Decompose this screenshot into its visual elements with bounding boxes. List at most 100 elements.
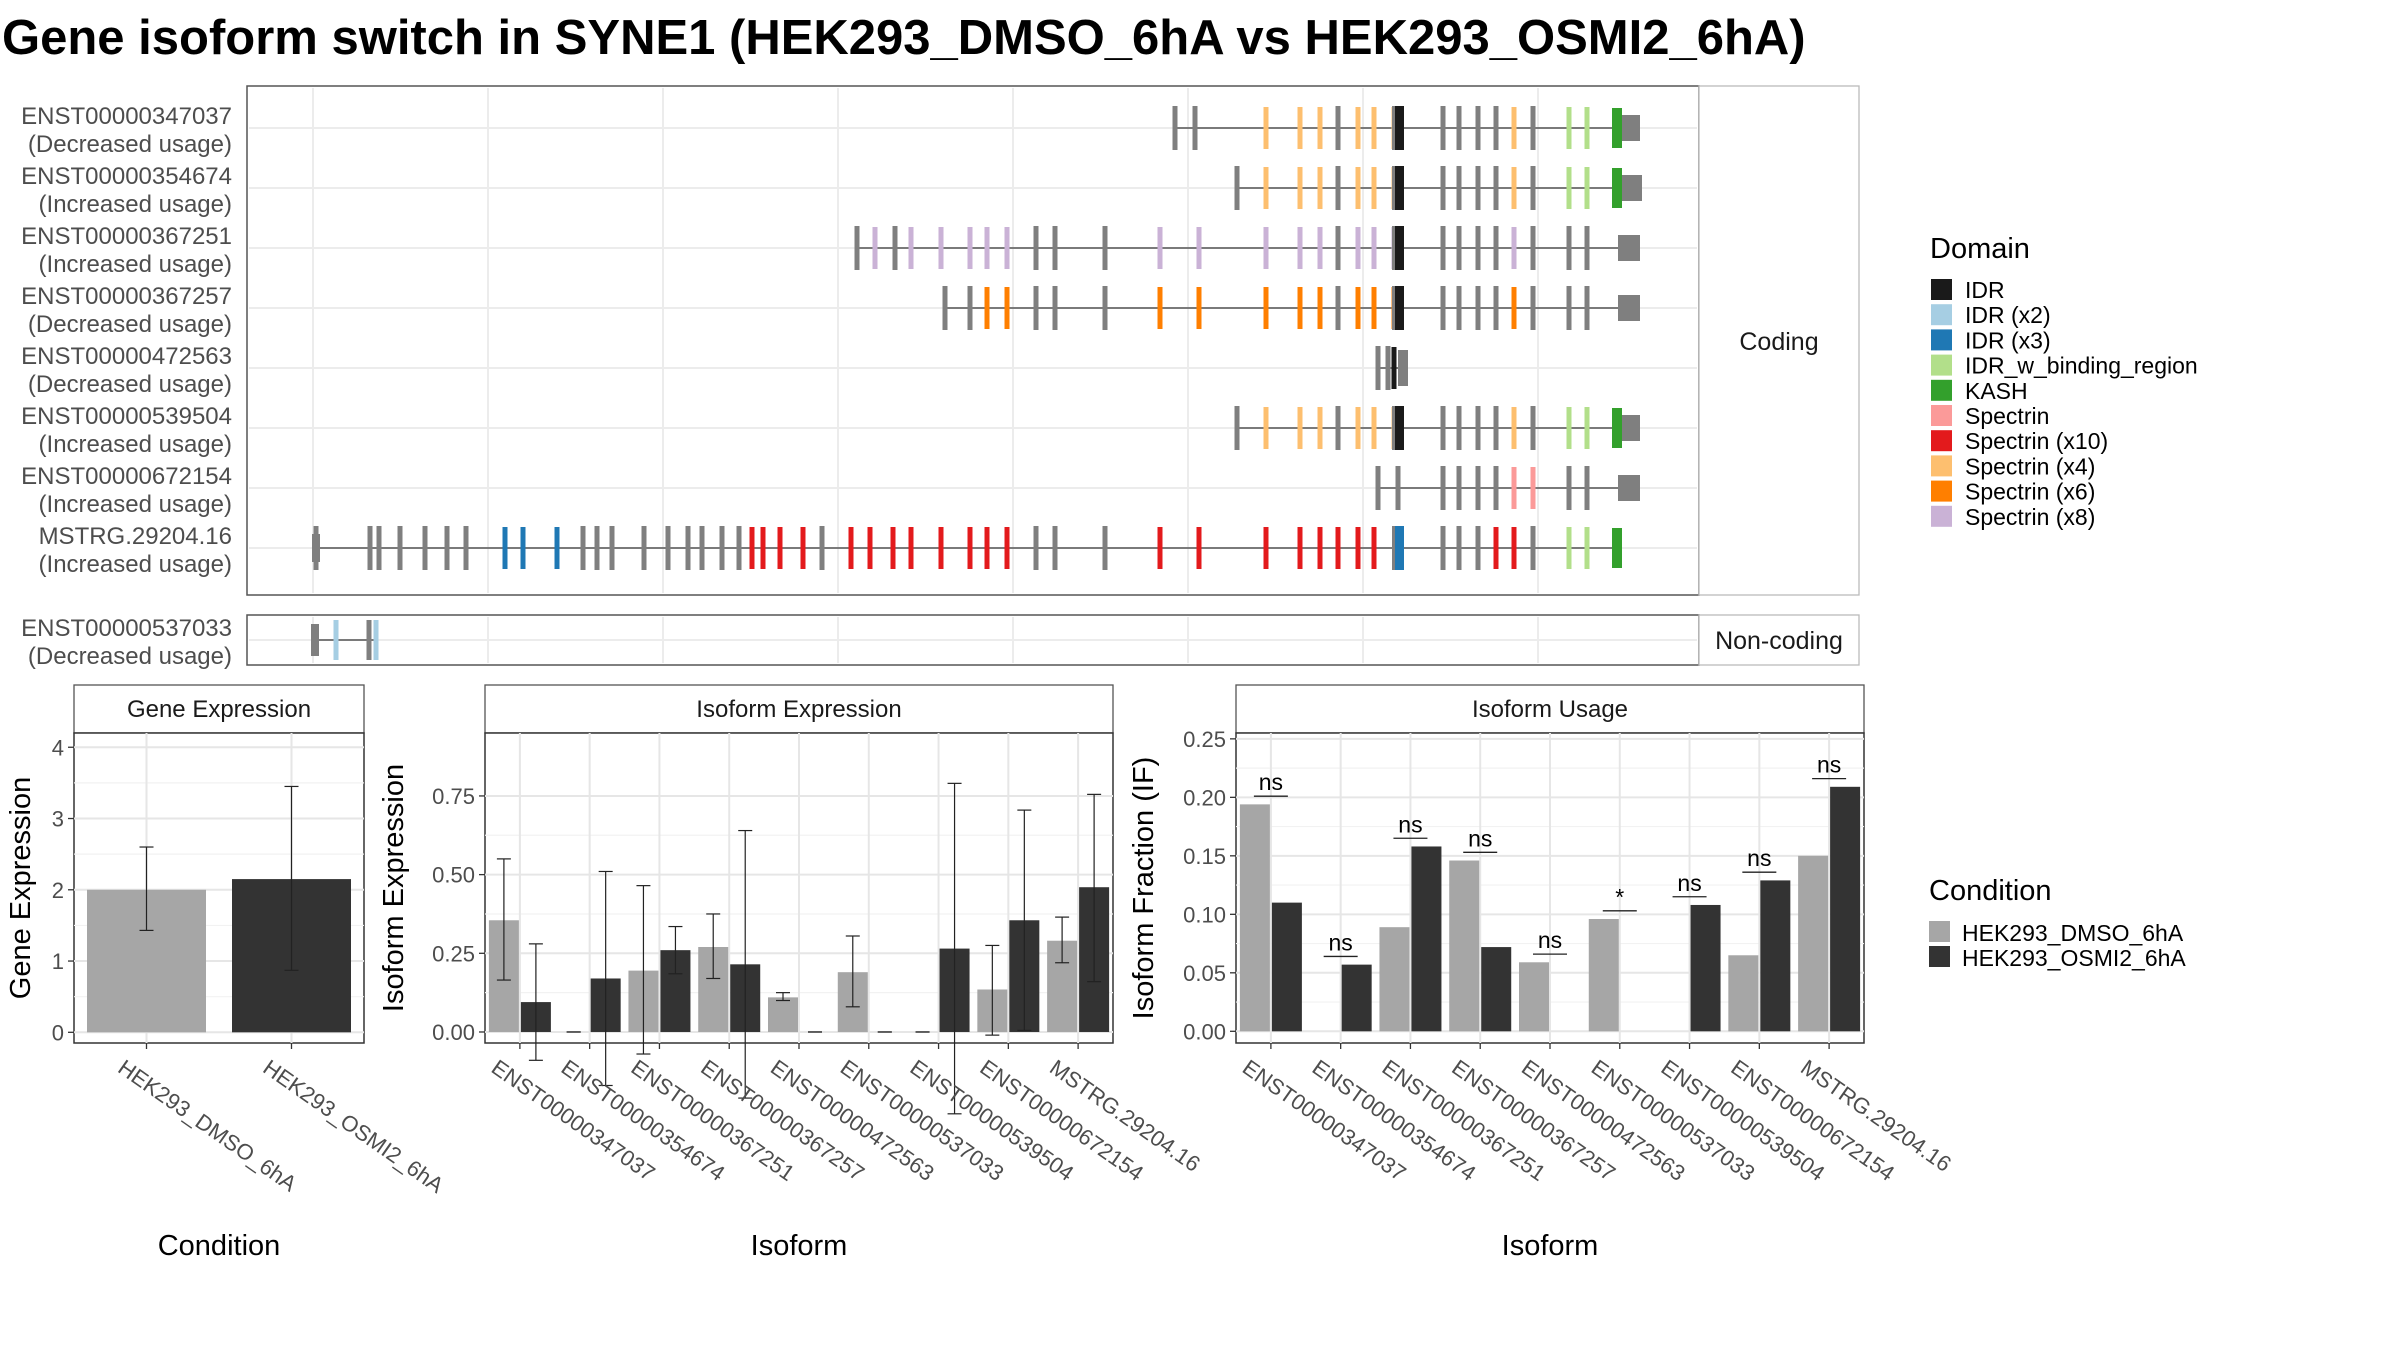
domain-legend-label: Spectrin (x6)	[1965, 479, 2095, 505]
exon	[1335, 226, 1341, 270]
domain-exon	[1371, 407, 1377, 449]
bar	[1830, 786, 1861, 1032]
exon	[1456, 106, 1462, 150]
domain-exon	[984, 287, 990, 329]
significance-label: ns	[1747, 845, 1771, 871]
idr-domain	[1394, 166, 1404, 210]
domain-legend-title: Domain	[1930, 233, 2030, 265]
y-tick-label: 0.05	[1183, 961, 1226, 986]
exon	[609, 526, 615, 570]
exon	[1456, 466, 1462, 510]
domain-exon	[1004, 227, 1010, 269]
domain-exon	[938, 527, 944, 569]
exon	[1456, 166, 1462, 210]
significance-label: ns	[1538, 927, 1562, 953]
domain-exon	[1157, 527, 1163, 569]
domain-exon	[1355, 527, 1361, 569]
domain-exon	[1297, 287, 1303, 329]
domain-exon	[502, 527, 508, 569]
domain-legend-swatch	[1931, 455, 1952, 477]
condition-legend-swatch	[1929, 946, 1950, 967]
isoform-usage-label: (Increased usage)	[39, 251, 232, 278]
domain-exon	[1263, 407, 1269, 449]
exon	[1375, 466, 1381, 510]
domain-exon	[1493, 527, 1499, 569]
exon	[311, 624, 319, 656]
domain-exon	[1297, 167, 1303, 209]
exon	[463, 526, 469, 570]
domain-exon	[749, 527, 755, 569]
bar	[1379, 927, 1410, 1032]
domain-exon	[554, 527, 560, 569]
domain-exon	[1263, 287, 1269, 329]
exon	[1456, 526, 1462, 570]
significance-label: ns	[1259, 769, 1283, 795]
domain-exon	[1317, 227, 1323, 269]
condition-legend-swatch	[1929, 921, 1950, 942]
domain-exon	[1004, 527, 1010, 569]
domain-exon	[760, 527, 766, 569]
domain-legend-label: IDR (x3)	[1965, 327, 2051, 353]
domain-legend-swatch	[1931, 505, 1952, 527]
domain-exon	[1263, 527, 1269, 569]
chart-panel-2: Isoform Expression0.000.250.500.75ENST00…	[378, 684, 1205, 1262]
domain-exon	[1297, 107, 1303, 149]
isoform-usage-label: (Increased usage)	[39, 191, 232, 218]
isoform-usage-label: (Increased usage)	[39, 431, 232, 458]
exon	[1172, 106, 1178, 150]
exon	[1475, 526, 1481, 570]
exon	[1395, 466, 1401, 510]
exon	[1493, 466, 1499, 510]
domain-exon	[1317, 287, 1323, 329]
exon	[1440, 106, 1446, 150]
domain-legend-label: IDR (x2)	[1965, 302, 2051, 328]
domain-exon	[1511, 467, 1517, 509]
noncoding-strip	[1698, 614, 1860, 666]
significance-label: ns	[1398, 811, 1422, 837]
exon	[1385, 346, 1391, 390]
exon	[1456, 286, 1462, 330]
isoform-usage-label: (Decreased usage)	[28, 311, 232, 338]
domain-exon	[1196, 527, 1202, 569]
domain-exon	[777, 527, 783, 569]
idr-domain	[1394, 526, 1404, 570]
domain-exon	[1335, 527, 1341, 569]
panel-strip	[1235, 684, 1865, 734]
domain-exon	[1371, 167, 1377, 209]
domain-exon	[1196, 227, 1202, 269]
domain-legend-swatch	[1931, 354, 1952, 376]
y-axis-title: Isoform Expression	[378, 764, 410, 1012]
y-tick-label: 4	[52, 735, 64, 760]
y-axis-title: Gene Expression	[5, 777, 37, 999]
x-axis-title: Isoform	[1502, 1230, 1599, 1262]
exon	[1456, 406, 1462, 450]
condition-legend-label: HEK293_DMSO_6hA	[1962, 920, 2184, 946]
domain-exon	[967, 227, 973, 269]
domain-exon	[1566, 527, 1572, 569]
isoform-id-label: ENST00000347037	[21, 103, 232, 130]
exon	[1375, 346, 1381, 390]
idr-domain	[1394, 286, 1404, 330]
domain-legend-swatch	[1931, 304, 1952, 326]
domain-exon	[1391, 347, 1397, 389]
kash-domain	[1612, 530, 1620, 566]
panel-title: Gene Expression	[127, 696, 311, 723]
utr-block	[1622, 115, 1640, 141]
utr-block	[1622, 415, 1640, 441]
significance-label: ns	[1329, 929, 1353, 955]
isoform-id-label: ENST00000537033	[21, 615, 232, 642]
chart-panel-3: Isoform Usage0.000.050.100.150.200.25ENS…	[1128, 684, 1956, 1262]
exon	[1440, 526, 1446, 570]
isoform-id-label: ENST00000672154	[21, 463, 232, 490]
domain-legend-swatch	[1931, 279, 1952, 300]
isoform-structure-plot: CodingNon-codingENST00000347037(Decrease…	[21, 85, 2198, 670]
exon	[1475, 466, 1481, 510]
exon	[1530, 406, 1536, 450]
y-tick-label: 3	[52, 807, 64, 832]
domain-exon	[1511, 227, 1517, 269]
exon	[376, 526, 382, 570]
y-tick-label: 0.00	[432, 1020, 475, 1045]
panel-strip	[484, 684, 1114, 734]
exon	[1530, 226, 1536, 270]
